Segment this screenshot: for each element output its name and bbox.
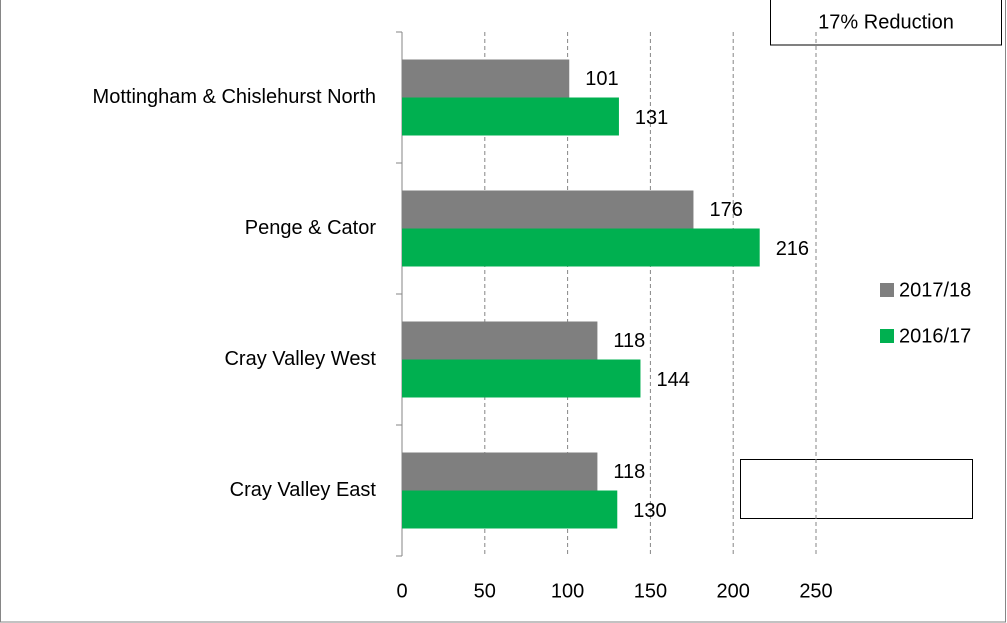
- bar: [402, 321, 598, 360]
- bar: [402, 490, 618, 529]
- annotation: 17% Reduction: [818, 11, 954, 33]
- x-tick-label: 50: [474, 580, 496, 602]
- data-label: 131: [635, 107, 668, 129]
- y-tick-label: Penge & Cator: [245, 217, 377, 239]
- annotation-box: [770, 0, 1002, 46]
- bar: [402, 228, 760, 267]
- legend-label: 2016/17: [899, 325, 971, 347]
- data-label: 101: [585, 68, 618, 90]
- x-tick-label: 200: [717, 580, 750, 602]
- legend-label: 2017/18: [899, 279, 971, 301]
- x-tick-label: 150: [634, 580, 667, 602]
- x-tick-label: 0: [396, 580, 407, 602]
- data-label: 130: [633, 500, 666, 522]
- legend-swatch: [880, 283, 894, 297]
- bar: [402, 359, 641, 398]
- y-tick-label: Mottingham & Chislehurst North: [93, 86, 376, 108]
- legend-swatch: [880, 329, 894, 343]
- data-label: 118: [613, 330, 645, 352]
- y-tick-label: Cray Valley East: [230, 479, 377, 501]
- data-label: 118: [613, 461, 645, 483]
- bar: [402, 97, 619, 136]
- data-label: 216: [776, 238, 809, 260]
- bar: [402, 59, 570, 98]
- bar: [402, 190, 694, 229]
- data-label: 144: [656, 369, 689, 391]
- empty-box: [740, 459, 973, 519]
- y-tick-label: Cray Valley West: [224, 348, 376, 370]
- bar: [402, 452, 598, 491]
- data-label: 176: [709, 199, 742, 221]
- x-tick-label: 250: [799, 580, 832, 602]
- x-tick-label: 100: [551, 580, 584, 602]
